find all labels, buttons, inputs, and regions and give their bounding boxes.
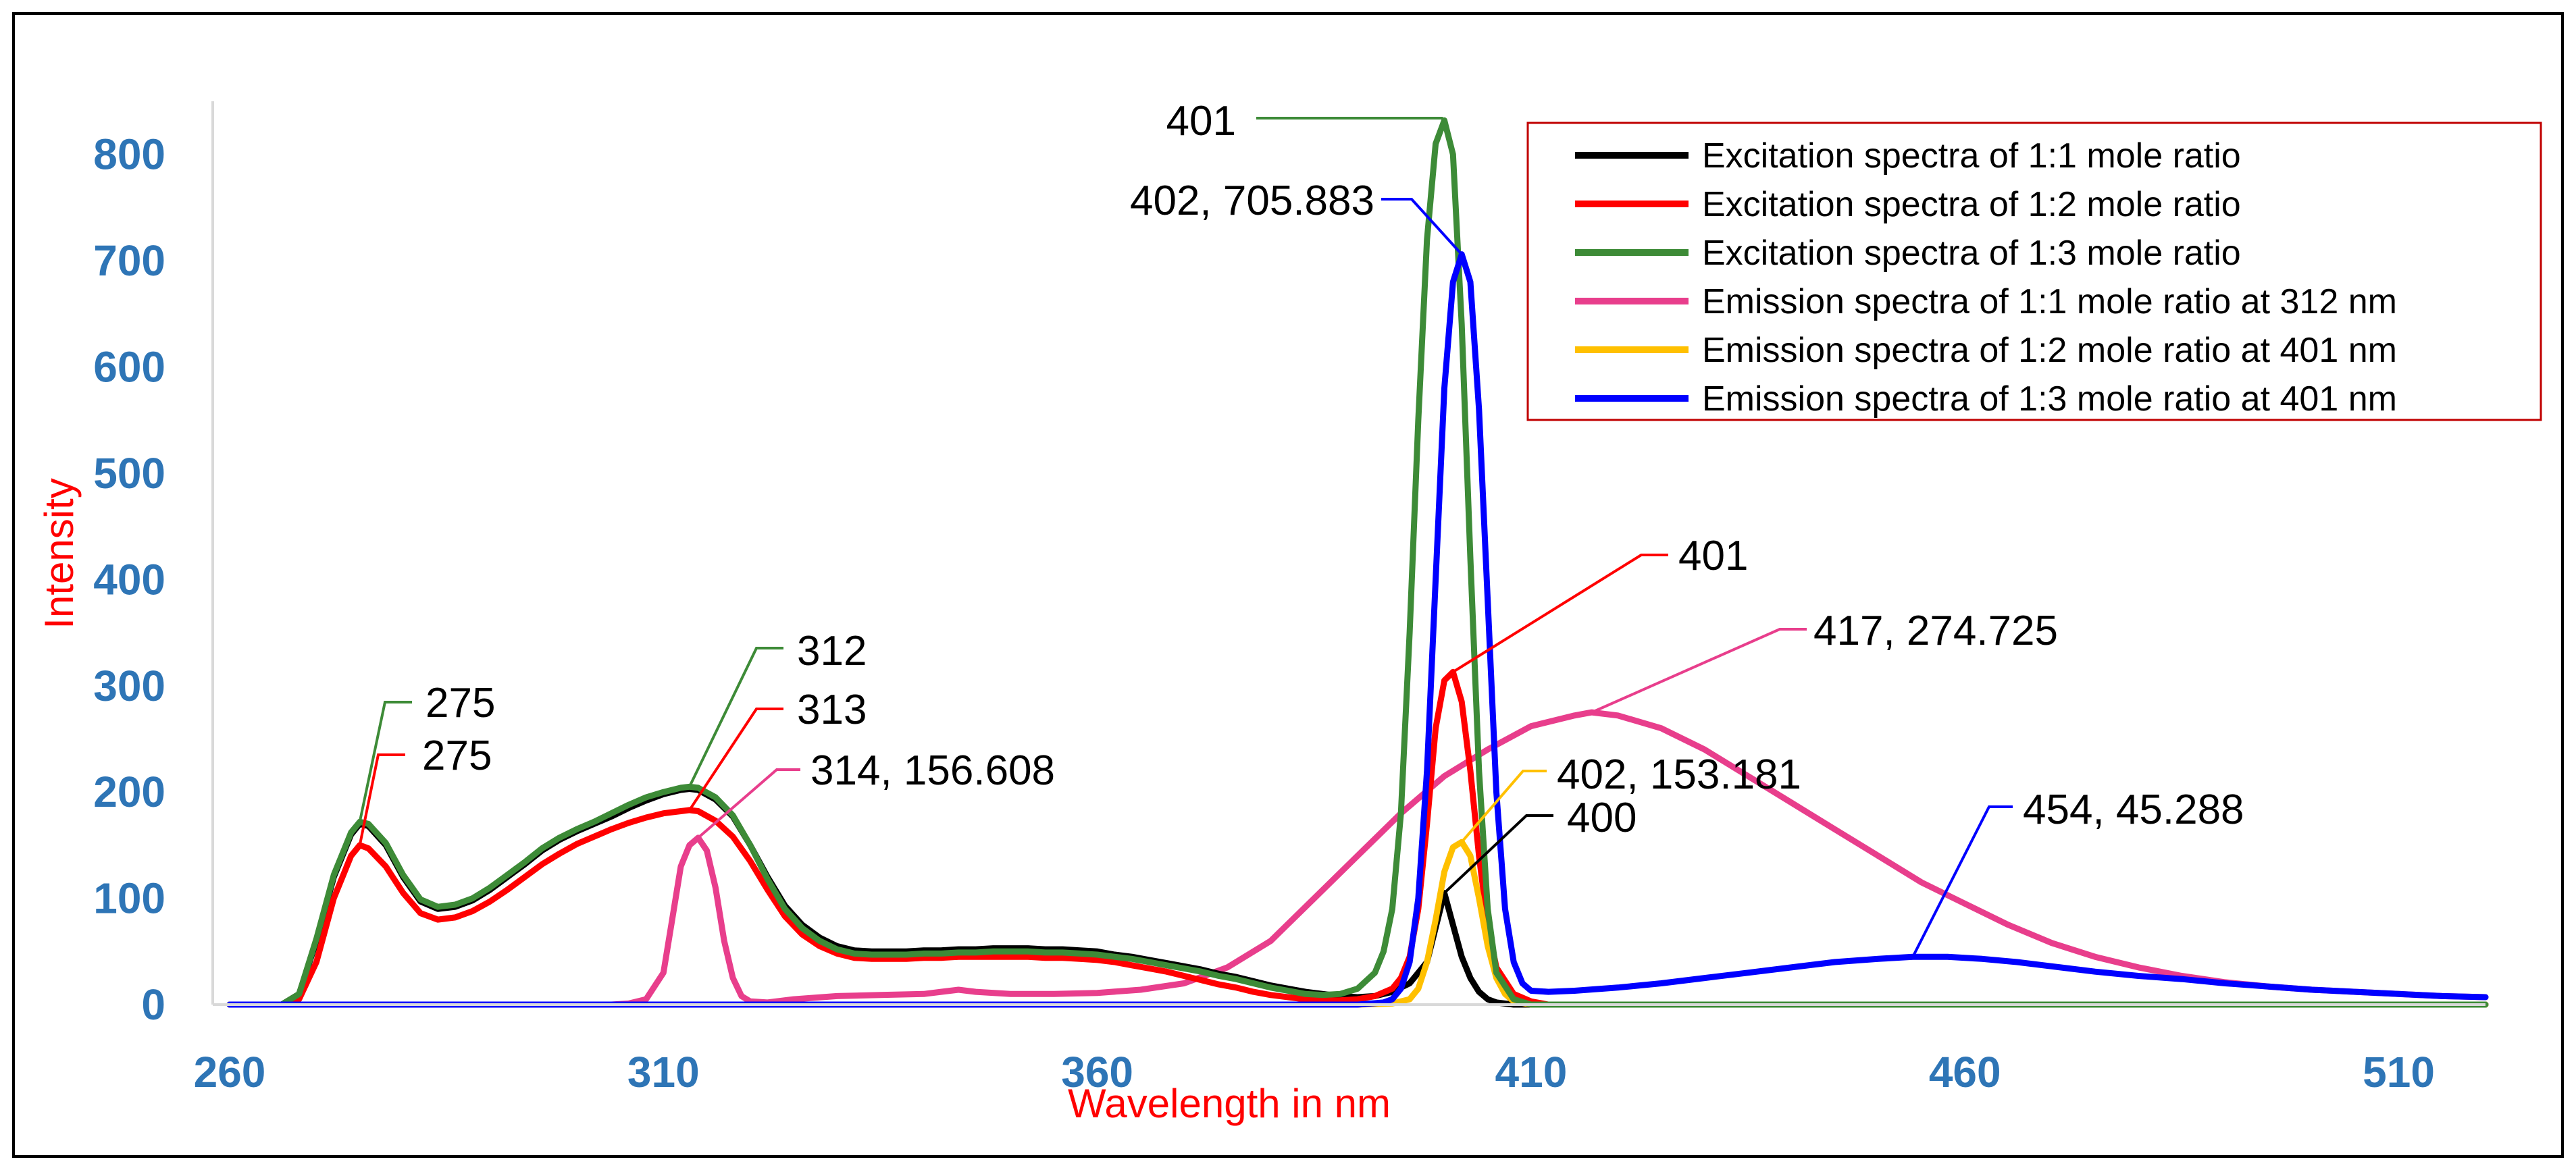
annotation-leader: [1460, 770, 1547, 843]
y-tick-label: 700: [93, 236, 165, 285]
y-tick-label: 300: [93, 662, 165, 710]
annotation-leader: [1591, 628, 1807, 714]
x-tick-label: 260: [194, 1048, 266, 1096]
axes: [211, 101, 2485, 1006]
annotation-leader: [358, 701, 412, 822]
annotations: 275 275 312 313 314, 156.608 401 402, 705.883 4…: [358, 98, 2244, 958]
x-tick-label: 310: [627, 1048, 700, 1096]
series-line: [226, 117, 2489, 1008]
annotation-leader: [1256, 117, 1445, 122]
series-line: [226, 251, 2489, 1008]
x-tick-label: 460: [1929, 1048, 2001, 1096]
x-tick-label: 360: [1061, 1048, 1133, 1096]
annotation-label: 401: [1166, 98, 1236, 144]
legend-entry-label: Emission spectra of 1:3 mole ratio at 40…: [1702, 379, 2397, 419]
legend-entry-label: Emission spectra of 1:1 mole ratio at 31…: [1702, 282, 2397, 321]
annotation-leader: [688, 647, 783, 788]
plot-area: [226, 117, 2489, 1008]
annotation-leader: [1381, 198, 1463, 256]
annotation-label: 401: [1678, 533, 1748, 579]
annotation-label: 313: [797, 687, 867, 733]
legend-box: [1526, 122, 2542, 421]
y-tick-label: 200: [93, 768, 165, 816]
annotation-label: 312: [797, 628, 867, 674]
annotation-label: 400: [1567, 795, 1637, 841]
x-tick-label: 510: [2363, 1048, 2435, 1096]
y-tick-label: 0: [141, 980, 165, 1029]
annotation-leader: [688, 708, 783, 812]
legend-entry-label: Excitation spectra of 1:1 mole ratio: [1702, 136, 2241, 176]
y-tick-label: 100: [93, 874, 165, 923]
y-tick-label: 600: [93, 343, 165, 392]
y-tick-label: 800: [93, 130, 165, 179]
annotation-leader: [1443, 814, 1553, 895]
y-axis-title: Intensity: [36, 478, 82, 629]
y-tick-label: 400: [93, 555, 165, 604]
legend: Excitation spectra of 1:1 mole ratio Exci…: [1526, 122, 2542, 421]
annotation-leader: [358, 753, 405, 846]
annotation-label: 454, 45.288: [2023, 787, 2244, 833]
annotation-label: 314, 156.608: [810, 747, 1055, 794]
annotation-leader: [1911, 805, 2013, 958]
legend-entry-label: Excitation spectra of 1:3 mole ratio: [1702, 234, 2241, 273]
annotation-leader: [1452, 554, 1668, 673]
x-tick-label: 410: [1495, 1048, 1568, 1096]
annotation-label: 402, 705.883: [1130, 178, 1374, 224]
series-line: [226, 709, 2489, 1008]
legend-entry-label: Emission spectra of 1:2 mole ratio at 40…: [1702, 331, 2397, 370]
x-axis-title: Wavelength in nm: [1068, 1081, 1391, 1126]
annotation-label: 275: [422, 733, 492, 779]
x-tick-labels: 260 310 360 410 460 510: [194, 1048, 2435, 1096]
annotation-label: 275: [426, 680, 495, 726]
y-tick-label: 500: [93, 449, 165, 498]
annotation-label: 402, 153.181: [1557, 751, 1801, 798]
legend-entry-label: Excitation spectra of 1:2 mole ratio: [1702, 185, 2241, 224]
annotation-label: 417, 274.725: [1813, 608, 2058, 654]
y-tick-labels: 0 100 200 300 400 500 600 700 800: [93, 130, 165, 1029]
annotation-leader: [697, 768, 800, 839]
